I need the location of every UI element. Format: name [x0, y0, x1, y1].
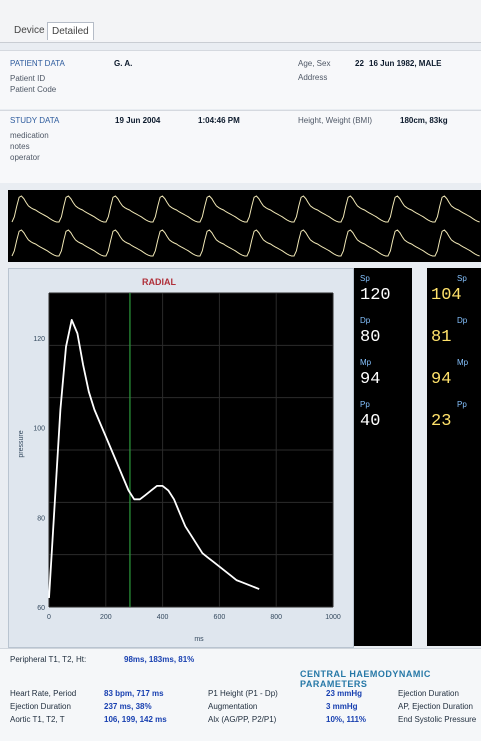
pulse-strip-trace-top — [11, 195, 480, 223]
central-label-sp: Sp — [457, 274, 467, 283]
address-label: Address — [298, 73, 328, 82]
patient-id-label: Patient ID — [10, 74, 46, 83]
y-tick-label: 60 — [37, 605, 45, 612]
study-time: 1:04:46 PM — [198, 116, 240, 125]
x-tick-label: 200 — [100, 614, 112, 621]
y-tick-label: 100 — [33, 426, 45, 433]
x-tick-label: 400 — [157, 614, 169, 621]
footer-row-label2: P1 Height (P1 - Dp) — [208, 689, 278, 698]
footer-row-value: 83 bpm, 717 ms — [104, 689, 164, 698]
footer-row-value: 237 ms, 38% — [104, 702, 152, 711]
footer-row-label: Ejection Duration — [10, 702, 71, 711]
central-label-mp: Mp — [457, 358, 469, 367]
study-row-medication: medication — [10, 131, 49, 140]
study-row-operator: operator — [10, 153, 40, 162]
peripheral-value: 98ms, 183ms, 81% — [124, 655, 195, 664]
radial-waveform-svg: RADIAL ms pressure 0 200 400 600 800 1000 60 80… — [18, 277, 341, 643]
central-params-header: CENTRAL HAEMODYNAMIC PARAMETERS — [300, 669, 431, 689]
results-footer: Peripheral T1, T2, Ht: 98ms, 183ms, 81% … — [0, 648, 481, 741]
study-row-notes: notes — [10, 142, 30, 151]
study-date: 19 Jun 2004 — [115, 116, 161, 125]
vital-value-mp: 94 — [360, 370, 381, 389]
central-value-sp: 104 — [431, 286, 462, 305]
patient-section-label: PATIENT DATA — [10, 59, 65, 68]
chart-title: RADIAL — [142, 277, 176, 287]
chart-x-axis-label: ms — [194, 636, 204, 643]
footer-row-label3: Ejection Duration — [398, 689, 459, 698]
central-value-pp: 23 — [431, 412, 452, 431]
peripheral-label: Peripheral T1, T2, Ht: — [10, 655, 87, 664]
x-tick-label: 800 — [270, 614, 282, 621]
vitals-panel-right: Sp 104 Dp 81 Mp 94 Pp 23 — [427, 268, 481, 646]
y-tick-label: 80 — [37, 515, 45, 522]
x-tick-label: 0 — [47, 614, 51, 621]
tab-detailed[interactable]: Detailed — [47, 22, 94, 40]
study-section-label: STUDY DATA — [10, 116, 60, 125]
patient-code-label: Patient Code — [10, 85, 57, 94]
footer-row-value2: 23 mmHg — [326, 689, 363, 698]
footer-row-label2: Augmentation — [208, 702, 258, 711]
footer-row-label: Aortic T1, T2, T — [10, 715, 65, 724]
vital-label-mp: Mp — [360, 358, 372, 367]
central-value-mp: 94 — [431, 370, 452, 389]
footer-row-value2: 3 mmHg — [326, 702, 358, 711]
footer-row-value: 106, 199, 142 ms — [104, 715, 167, 724]
patient-age: 22 — [355, 59, 364, 68]
vital-value-sp: 120 — [360, 286, 391, 305]
footer-row-label3: AP, Ejection Duration — [398, 702, 474, 711]
patient-panel: PATIENT DATA G. A. Patient ID Patient Co… — [0, 50, 481, 109]
patient-dob: 16 Jun 1982, MALE — [369, 59, 442, 68]
tab-bar: Device Detailed — [0, 0, 481, 43]
central-value-dp: 81 — [431, 328, 452, 347]
age-sex-label: Age, Sex — [298, 59, 331, 68]
radial-waveform-line — [48, 319, 260, 599]
y-tick-label: 120 — [33, 336, 45, 343]
chart-y-axis-label: pressure — [18, 430, 25, 457]
vital-label-sp: Sp — [360, 274, 370, 283]
vital-value-pp: 40 — [360, 412, 381, 431]
vital-label-dp: Dp — [360, 316, 371, 325]
vital-label-pp: Pp — [360, 400, 370, 409]
x-tick-label: 1000 — [325, 614, 341, 621]
central-label-dp: Dp — [457, 316, 468, 325]
x-tick-label: 600 — [214, 614, 226, 621]
vitals-panel-left: Sp 120 Dp 80 Mp 94 Pp 40 — [354, 268, 412, 646]
pulse-strip — [8, 190, 481, 262]
vital-value-dp: 80 — [360, 328, 381, 347]
study-panel: STUDY DATA 19 Jun 2004 1:04:46 PM Height… — [0, 110, 481, 183]
tab-device[interactable]: Device — [14, 25, 45, 36]
radial-waveform-chart: RADIAL ms pressure 0 200 400 600 800 1000 60 80… — [8, 268, 354, 648]
height-weight-value: 180cm, 83kg — [400, 116, 448, 125]
central-label-pp: Pp — [457, 400, 467, 409]
footer-row-label2: Alx (AG/PP, P2/P1) — [208, 715, 277, 724]
height-weight-label: Height, Weight (BMI) — [298, 116, 373, 125]
footer-row-label3: End Systolic Pressure — [398, 715, 477, 724]
pulse-strip-graph — [11, 195, 480, 257]
pulse-strip-trace-bottom — [11, 229, 480, 257]
patient-name: G. A. — [114, 59, 133, 68]
footer-row-label: Heart Rate, Period — [10, 689, 77, 698]
footer-row-value2: 10%, 111% — [326, 715, 367, 724]
